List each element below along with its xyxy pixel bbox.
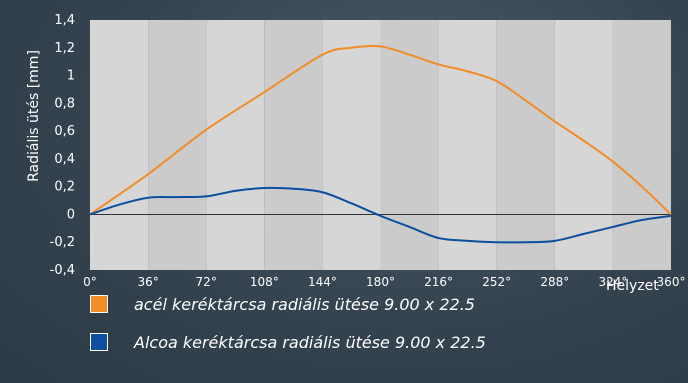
plot-band <box>90 20 149 270</box>
y-tick-label: 1,4 <box>54 13 75 28</box>
plot-band <box>554 20 613 270</box>
y-tick-label: 0,6 <box>54 124 75 139</box>
plot-band <box>380 20 439 270</box>
series-line-alcoa <box>89 186 672 244</box>
legend: acél keréktárcsa radiális ütése 9.00 x 2… <box>90 290 650 366</box>
y-tick-label: 1 <box>67 69 75 84</box>
x-axis-label: Helyzet <box>606 278 659 294</box>
plot-band <box>496 20 555 270</box>
x-tick-label: 36° <box>137 275 158 289</box>
x-tick-label: 72° <box>196 275 217 289</box>
y-tick-label: -0,2 <box>50 235 75 250</box>
plot-band <box>206 20 265 270</box>
legend-label-alcoa: Alcoa keréktárcsa radiális ütése 9.00 x … <box>134 332 486 352</box>
x-tick-label: 108° <box>250 275 279 289</box>
x-tick-label: 324° <box>598 275 627 289</box>
x-tick-label: 180° <box>366 275 395 289</box>
plot-band <box>148 20 207 270</box>
legend-swatch-steel <box>90 295 108 313</box>
plot-background <box>90 20 671 270</box>
y-tick-label: 0 <box>67 207 75 222</box>
y-axis-label: Radiális ütés [mm] <box>26 50 42 182</box>
series-line-steel <box>89 44 672 216</box>
plot-band <box>264 20 323 270</box>
x-tick-label: 0° <box>83 275 97 289</box>
plot-band <box>438 20 497 270</box>
x-tick-label: 288° <box>540 275 569 289</box>
plot-band <box>322 20 381 270</box>
x-tick-label: 216° <box>424 275 453 289</box>
x-tick-label: 252° <box>482 275 511 289</box>
y-tick-label: 0,2 <box>54 180 75 195</box>
plot-band <box>612 20 671 270</box>
legend-item-steel: acél keréktárcsa radiális ütése 9.00 x 2… <box>90 290 650 318</box>
y-tick-label: 0,8 <box>54 96 75 111</box>
legend-item-alcoa: Alcoa keréktárcsa radiális ütése 9.00 x … <box>90 328 650 356</box>
y-tick-label: 0,4 <box>54 152 75 167</box>
x-tick-label: 360° <box>657 275 686 289</box>
y-tick-label: -0,4 <box>50 263 75 278</box>
legend-label-steel: acél keréktárcsa radiális ütése 9.00 x 2… <box>134 294 475 314</box>
legend-swatch-alcoa <box>90 333 108 351</box>
series-lines <box>89 44 672 244</box>
y-axis-ticks: 1,4 1,2 1 0,8 0,6 0,4 0,2 0 -0,2 -0,4 <box>50 13 75 278</box>
x-tick-label: 144° <box>308 275 337 289</box>
y-tick-label: 1,2 <box>54 41 75 56</box>
x-axis-ticks: 0° 36° 72° 108° 144° 180° 216° 252° 288° 324° 360° <box>83 275 685 289</box>
